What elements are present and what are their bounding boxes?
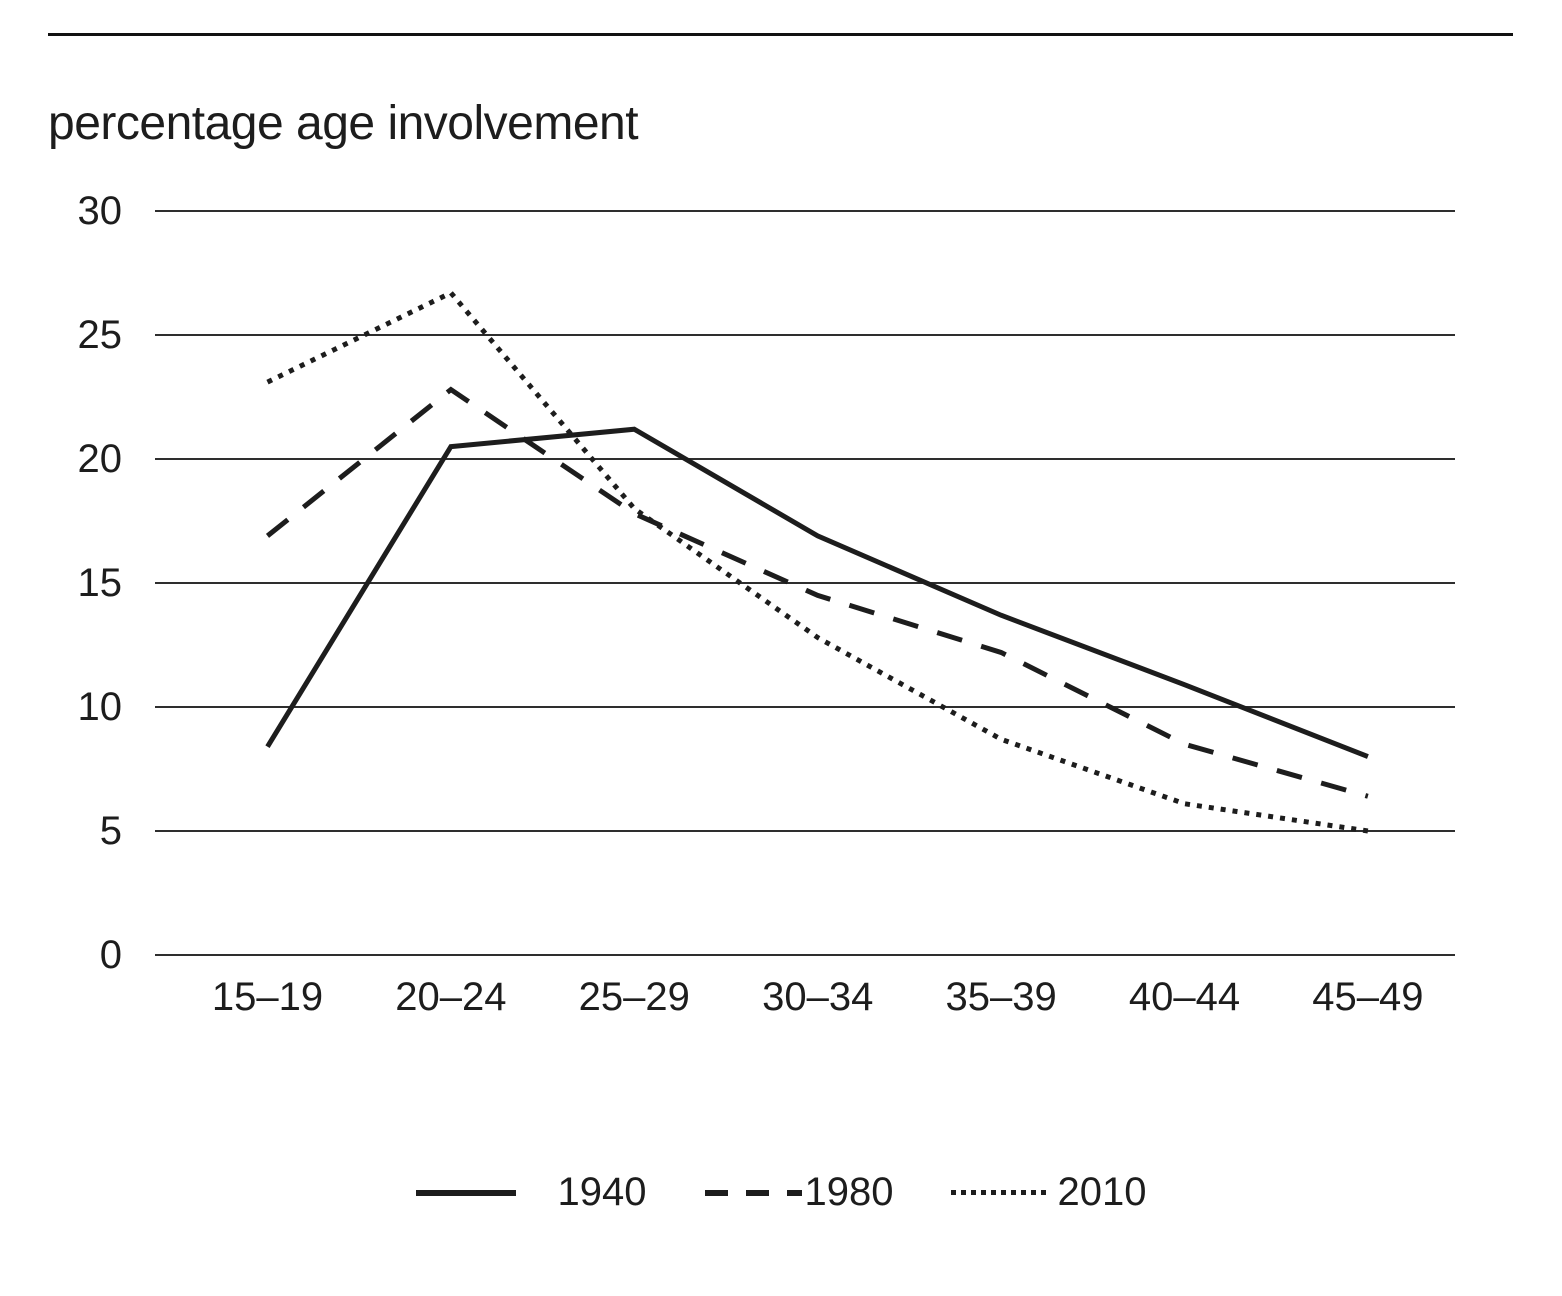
gridlines: [155, 210, 1455, 956]
dotted-line-swatch-icon: [951, 1190, 1052, 1195]
x-tick-label: 20–24: [395, 975, 506, 1019]
x-tick-label: 45–49: [1312, 975, 1423, 1019]
y-tick-label: 15: [78, 561, 123, 605]
x-tick-label: 40–44: [1129, 975, 1240, 1019]
series-line-1980: [265, 386, 1369, 799]
page-title: percentage age involvement: [48, 97, 639, 150]
series-lines: [265, 289, 1369, 834]
x-tick-label: 15–19: [212, 975, 323, 1019]
top-rule: [48, 33, 1513, 36]
y-tick-label: 5: [100, 809, 122, 853]
legend-label-1940: 1940: [557, 1170, 647, 1214]
legend-label-1980: 1980: [804, 1170, 894, 1214]
series-line-2010: [266, 289, 1369, 834]
y-axis-labels: 0 5 10 15 20 25 30: [78, 189, 123, 977]
dashed-line-swatch-icon: [704, 1189, 802, 1196]
legend-item-1940: 1940: [415, 1170, 647, 1215]
legend-item-2010: 2010: [951, 1170, 1146, 1215]
x-tick-label: 25–29: [579, 975, 690, 1019]
y-tick-label: 20: [78, 437, 123, 481]
y-tick-label: 25: [78, 313, 123, 357]
x-tick-label: 35–39: [945, 975, 1056, 1019]
solid-line-swatch-icon: [415, 1189, 516, 1196]
series-line-1940: [265, 426, 1369, 759]
legend-label-2010: 2010: [1057, 1170, 1147, 1214]
legend-item-1980: 1980: [704, 1170, 894, 1215]
y-tick-label: 0: [100, 933, 122, 977]
legend: 1940 1980 2010: [0, 1170, 1562, 1215]
y-tick-label: 30: [78, 189, 123, 233]
line-chart: 0 5 10 15 20 25 30 15–19 20–24 25–29 30–34 35–39 40…: [78, 189, 1455, 1019]
y-tick-label: 10: [78, 685, 123, 729]
x-axis-labels: 15–19 20–24 25–29 30–34 35–39 40–44 45–49: [212, 975, 1424, 1019]
x-tick-label: 30–34: [762, 975, 873, 1019]
